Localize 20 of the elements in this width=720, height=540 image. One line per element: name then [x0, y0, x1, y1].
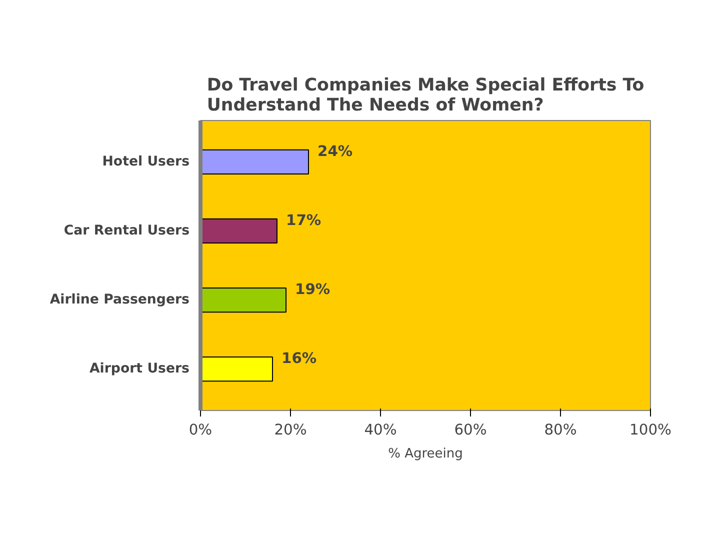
bar [200, 287, 286, 313]
y-tick-label: Car Rental Users [64, 223, 190, 238]
x-tick-label: 0% [188, 422, 212, 438]
bar [200, 149, 309, 175]
y-tick-label: Hotel Users [102, 154, 190, 170]
x-tick-label: 40% [364, 422, 397, 438]
bar [200, 356, 273, 382]
chart-title: Do Travel Companies Make Special Efforts To Understand The Needs of Women? [206, 76, 644, 116]
y-tick-label: Airport Users [89, 362, 190, 377]
x-tick-label: 60% [454, 422, 487, 438]
data-label: 17% [286, 212, 322, 229]
data-label: 16% [282, 350, 317, 368]
x-axis-title: % Agreeing [388, 446, 463, 462]
x-tick-label: 20% [274, 422, 307, 438]
bar [200, 218, 278, 244]
data-label: 24% [318, 142, 353, 160]
y-tick-label: Airline Passengers [50, 292, 190, 308]
data-label: 19% [295, 281, 330, 298]
x-tick-label: 80% [544, 422, 577, 438]
x-tick-label: 100% [630, 422, 672, 438]
